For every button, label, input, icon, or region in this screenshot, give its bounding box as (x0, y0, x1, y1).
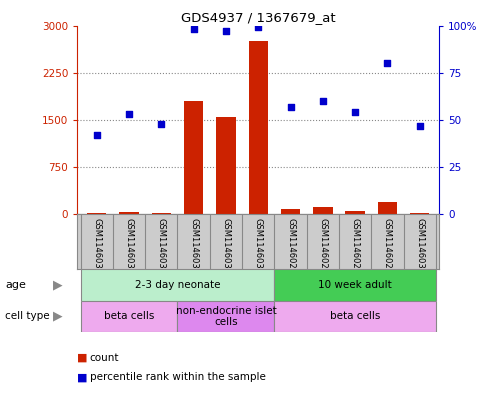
Bar (216, 117, 236, 214)
Text: GSM1146026: GSM1146026 (286, 218, 295, 274)
Text: GSM1146034: GSM1146034 (189, 218, 198, 274)
Text: 2-3 day neonate: 2-3 day neonate (135, 280, 220, 290)
Text: GSM1146031: GSM1146031 (92, 218, 101, 274)
Point (93, 132, 101, 138)
Bar (410, 213, 430, 214)
Bar (345, 211, 365, 214)
Text: GSM1146028: GSM1146028 (351, 218, 360, 274)
Bar (152, 213, 171, 214)
Bar (80, 269, 274, 301)
Text: count: count (90, 353, 119, 363)
Text: ■: ■ (77, 372, 88, 382)
Text: GSM1146036: GSM1146036 (253, 218, 263, 274)
Bar (178, 301, 274, 332)
Text: non-endocrine islet
cells: non-endocrine islet cells (176, 306, 276, 327)
Point (222, 28, 230, 34)
Point (351, 109, 359, 116)
Bar (119, 212, 139, 214)
Bar (274, 301, 436, 332)
Text: GSM1146033: GSM1146033 (157, 218, 166, 274)
Bar (80, 301, 178, 332)
Title: GDS4937 / 1367679_at: GDS4937 / 1367679_at (181, 11, 335, 24)
Text: cell type: cell type (5, 311, 49, 321)
Text: beta cells: beta cells (330, 311, 380, 321)
Bar (313, 207, 332, 214)
Point (383, 60, 391, 66)
Bar (249, 41, 268, 214)
Text: percentile rank within the sample: percentile rank within the sample (90, 372, 265, 382)
Point (416, 122, 424, 129)
Text: GSM1146030: GSM1146030 (415, 218, 424, 274)
Bar (184, 101, 203, 214)
Point (319, 98, 327, 104)
Text: GSM1146027: GSM1146027 (318, 218, 327, 274)
Bar (87, 213, 106, 214)
Bar (274, 269, 436, 301)
Bar (281, 209, 300, 214)
Text: GSM1146035: GSM1146035 (222, 218, 231, 274)
Point (125, 111, 133, 118)
Text: ■: ■ (77, 353, 88, 363)
Text: age: age (5, 280, 26, 290)
Bar (378, 202, 397, 214)
Text: beta cells: beta cells (104, 311, 154, 321)
Text: GSM1146032: GSM1146032 (125, 218, 134, 274)
Text: 10 week adult: 10 week adult (318, 280, 392, 290)
Point (190, 26, 198, 33)
Point (157, 121, 165, 127)
Point (254, 24, 262, 31)
Text: GSM1146029: GSM1146029 (383, 218, 392, 274)
Point (286, 103, 294, 110)
Text: ▶: ▶ (52, 310, 62, 323)
Text: ▶: ▶ (52, 278, 62, 292)
